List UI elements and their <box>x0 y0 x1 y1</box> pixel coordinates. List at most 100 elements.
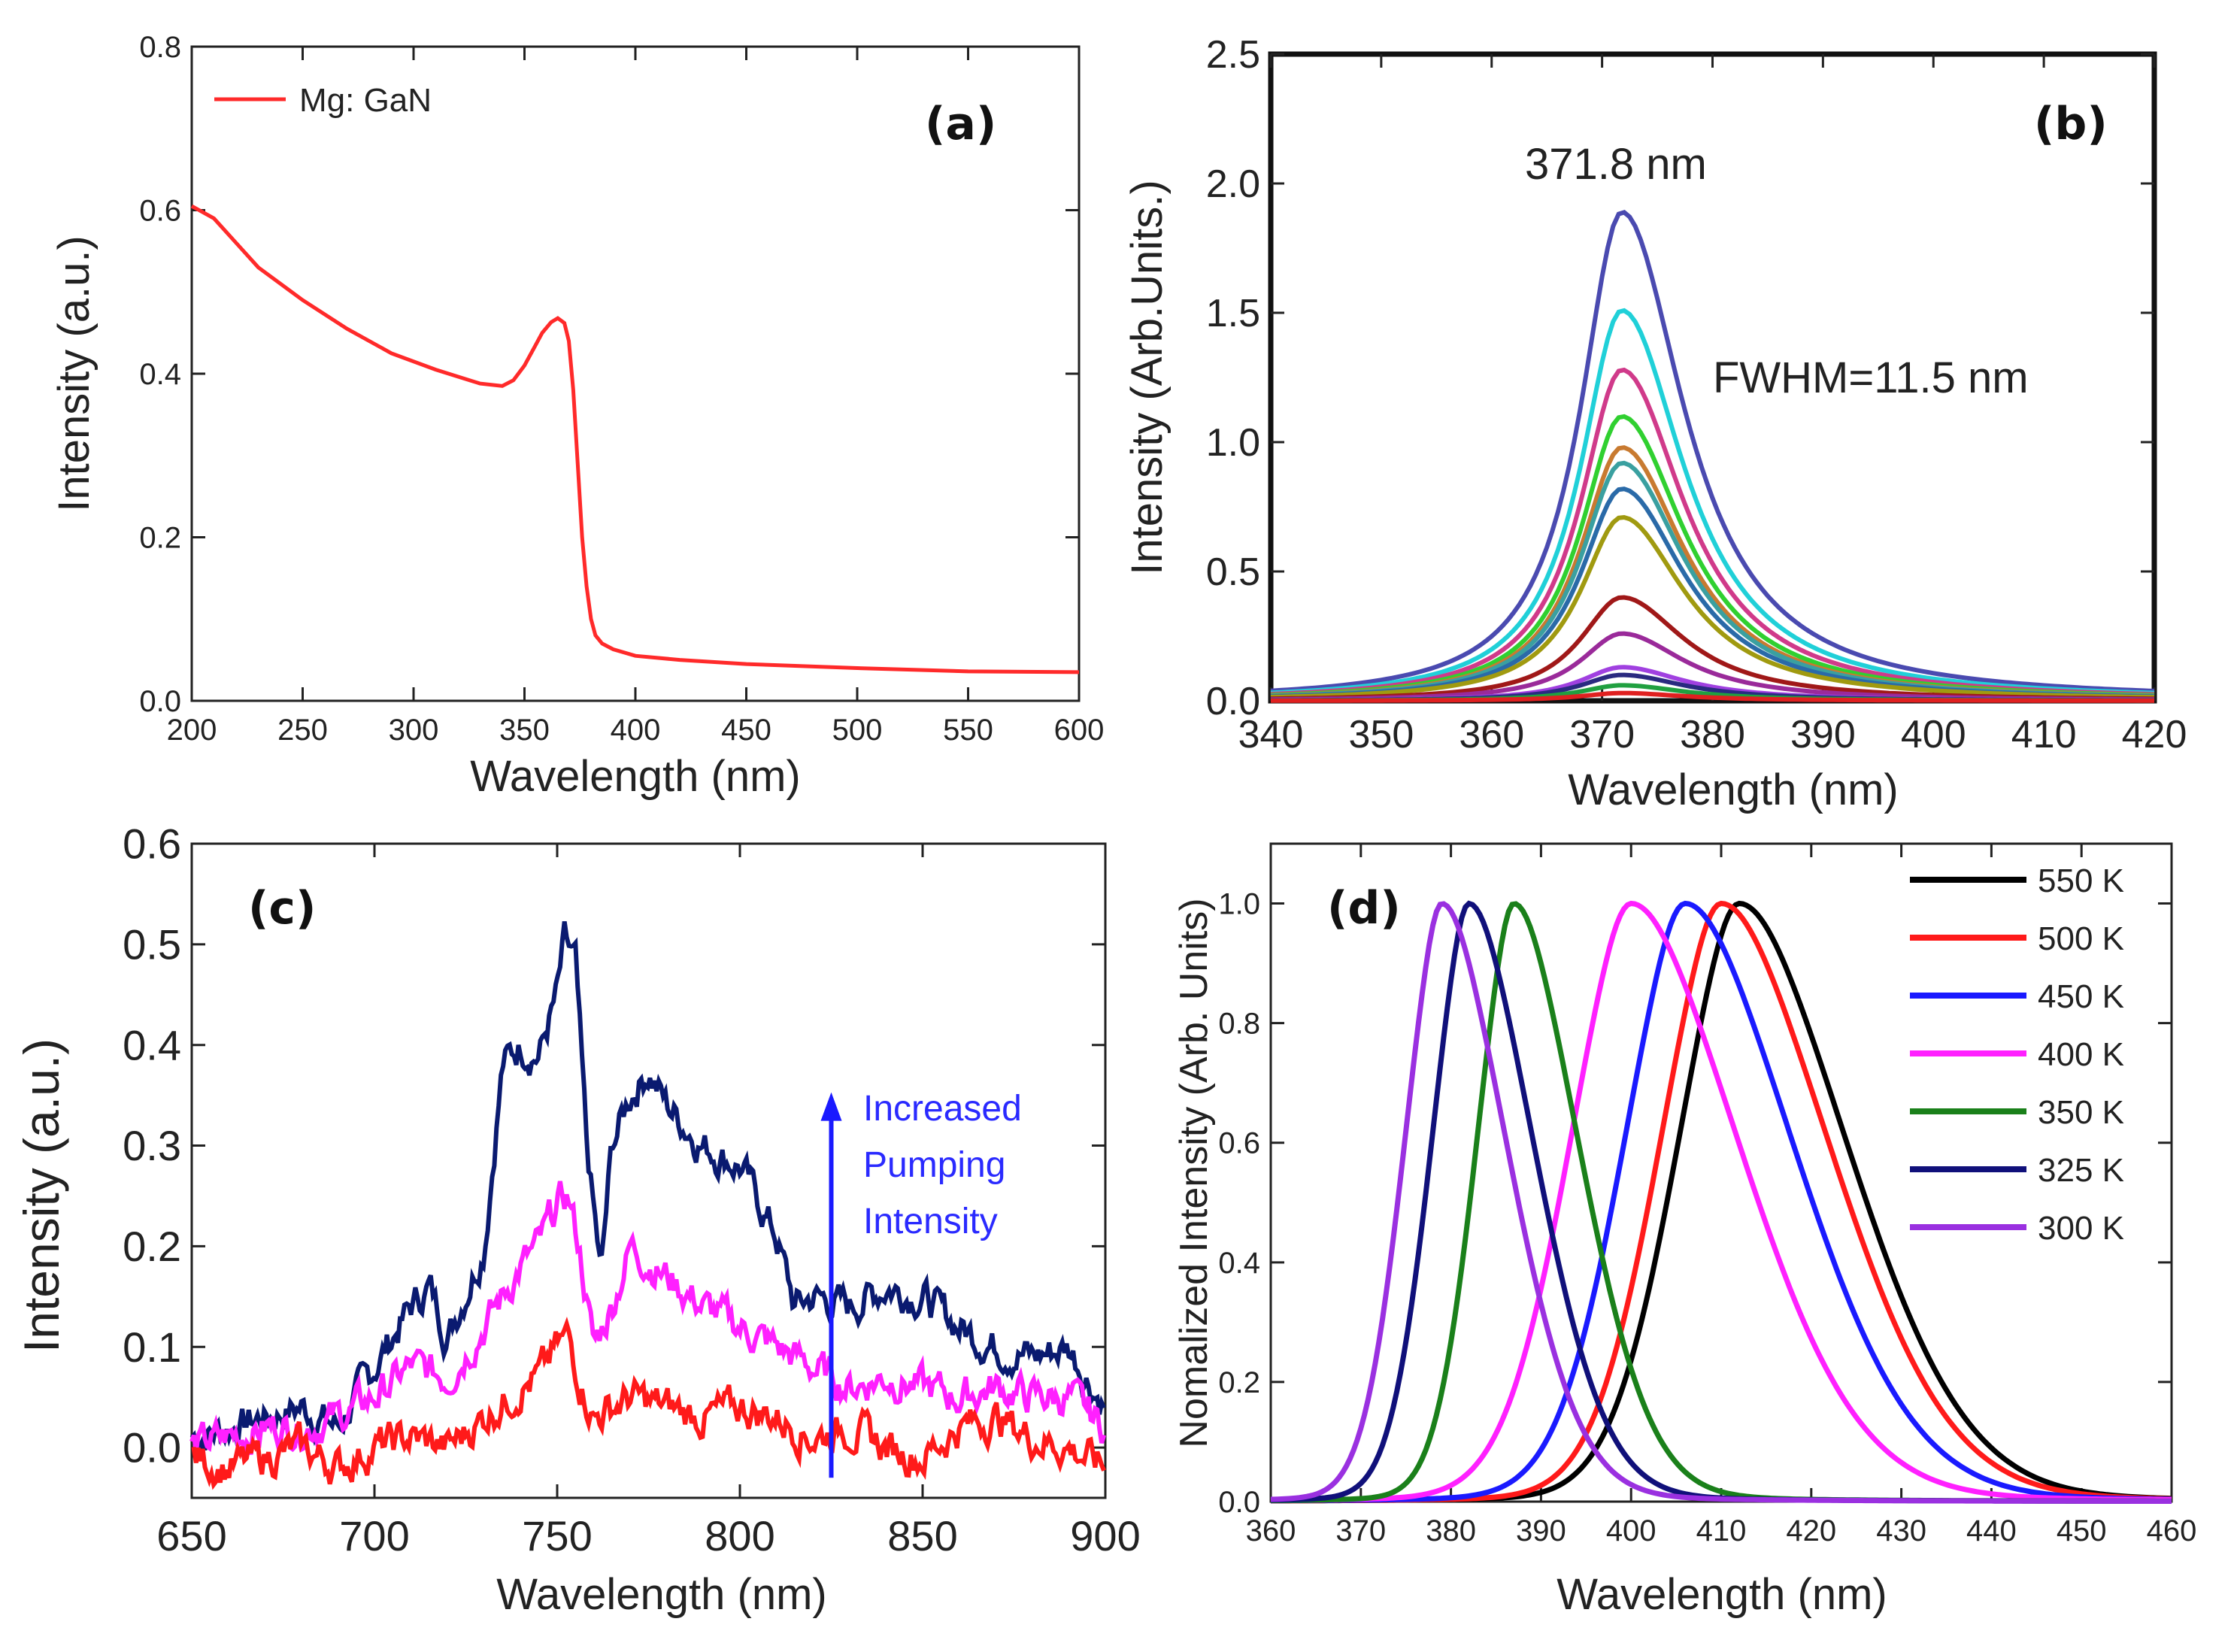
panel-a-xtick-label: 400 <box>611 714 661 747</box>
panel-c-xtick-label: 850 <box>887 1512 957 1560</box>
panel-b-xtick-label: 400 <box>1901 713 1966 756</box>
panel-b-ytick-label: 1.5 <box>1206 292 1260 335</box>
panel-d-legend-label: 500 K <box>2038 920 2124 957</box>
panel-c-series-lines <box>189 921 1106 1490</box>
panel-d-series-lines <box>1270 900 2172 1504</box>
panel-d-xtick-label: 380 <box>1426 1514 1476 1547</box>
panel-b-xtick-label: 340 <box>1238 713 1304 756</box>
panel-b-series-line <box>1270 414 2155 698</box>
panel-d-ytick-label: 0.8 <box>1218 1008 1260 1041</box>
panel-d-xtick-label: 400 <box>1606 1514 1657 1547</box>
panel-a-ytick-label: 0.2 <box>139 522 181 555</box>
panel-c-ytick-label: 0.3 <box>123 1122 181 1169</box>
panel-d-label: (d) <box>1327 882 1401 935</box>
panel-a-ytick-label: 0.6 <box>139 195 181 228</box>
panel-d-xtick-label: 460 <box>2147 1514 2197 1547</box>
panel-b-peak-annotation: 371.8 nm <box>1525 140 1707 189</box>
panel-c-annotation-line-2: Pumping <box>863 1145 1005 1185</box>
panel-d-xtick-label: 360 <box>1246 1514 1296 1547</box>
panel-c-ticks: 650 700 750 800 850 900 0.0 0.1 0.2 0.3 0.4 0.5 0.6 <box>123 820 1141 1560</box>
panel-d-xtick-label: 420 <box>1786 1514 1836 1547</box>
panel-d-ytick-label: 0.4 <box>1218 1247 1260 1280</box>
panel-d-legend-label: 450 K <box>2038 978 2124 1015</box>
panel-d-xtick-label: 370 <box>1335 1514 1386 1547</box>
panel-d-series-line <box>1270 900 2172 1504</box>
panel-d-series-line <box>1271 901 2172 1504</box>
panel-a-xtick-label: 350 <box>499 714 550 747</box>
panel-c-ytick-label: 0.2 <box>123 1223 181 1270</box>
panel-c-ytick-label: 0.0 <box>123 1424 181 1472</box>
panel-d-series-line <box>1270 901 2172 1504</box>
panel-d-xtick-label: 450 <box>2057 1514 2107 1547</box>
panel-b-fwhm-annotation: FWHM=11.5 nm <box>1713 353 2029 402</box>
panel-a-xtick-label: 200 <box>167 714 217 747</box>
panel-c-xlabel: Wavelength (nm) <box>496 1570 826 1619</box>
panel-a-label: (a) <box>925 98 996 150</box>
panel-d-ytick-label: 0.0 <box>1218 1486 1260 1519</box>
panel-b-xtick-label: 360 <box>1459 713 1524 756</box>
panel-a-legend-label: Mg: GaN <box>299 82 432 119</box>
panel-c-ylabel: Intensity (a.u.) <box>14 1038 69 1353</box>
panel-c-annotation-line-3: Intensity <box>863 1202 998 1241</box>
panel-b-series-line <box>1271 690 2154 703</box>
panel-b-series-line <box>1270 367 2155 697</box>
panel-b-xtick-label: 380 <box>1680 713 1745 756</box>
panel-a-ytick-label: 0.8 <box>139 31 181 64</box>
panel-d-legend-label: 400 K <box>2038 1036 2124 1073</box>
panel-b-ytick-label: 0.0 <box>1206 680 1260 723</box>
panel-b-xlabel: Wavelength (nm) <box>1568 765 1898 814</box>
panel-c-xtick-label: 800 <box>705 1512 774 1560</box>
panel-c-xtick-label: 700 <box>339 1512 409 1560</box>
panel-d-ytick-label: 0.6 <box>1218 1127 1260 1160</box>
panel-d-legend-label: 325 K <box>2038 1152 2124 1189</box>
panel-b-xtick-label: 410 <box>2011 713 2077 756</box>
panel-a-ytick-label: 0.0 <box>139 685 181 718</box>
panel-b-ytick-label: 2.5 <box>1206 33 1260 77</box>
panel-b-series-line <box>1270 514 2155 700</box>
panel-d-series-line <box>1271 900 2172 1504</box>
panel-b-ytick-label: 2.0 <box>1206 162 1260 206</box>
panel-c-xtick-label: 750 <box>522 1512 592 1560</box>
panel-a-ylabel: Intensity (a.u.) <box>50 235 99 511</box>
panel-d-ytick-label: 1.0 <box>1218 888 1260 921</box>
panel-d-xlabel: Wavelength (nm) <box>1556 1570 1887 1619</box>
panel-a-series-line <box>190 204 1080 674</box>
panel-d-series-line <box>1270 900 2172 1504</box>
panel-d-ylabel: Nomalized Intensity (Arb. Units) <box>1172 898 1216 1447</box>
panel-d: 360 370 380 390 400 410 420 430 440 450 460 0.0 0.2 0… <box>1172 842 2197 1619</box>
panel-d-xtick-label: 390 <box>1516 1514 1566 1547</box>
panel-d-legend-label: 550 K <box>2038 862 2124 899</box>
panel-a-xlabel: Wavelength (nm) <box>470 752 800 801</box>
panel-b-series-lines <box>1270 210 2155 703</box>
panel-a-xtick-label: 600 <box>1054 714 1105 747</box>
panel-c-series-line <box>189 1181 1106 1460</box>
panel-c-ytick-label: 0.1 <box>123 1323 181 1371</box>
panel-c-ytick-label: 0.4 <box>123 1021 181 1068</box>
panel-c-xtick-label: 900 <box>1070 1512 1140 1560</box>
panel-b-xtick-label: 370 <box>1569 713 1635 756</box>
panel-b-series-line <box>1270 210 2155 693</box>
panel-c-label: (c) <box>248 882 316 935</box>
panel-b-xtick-label: 420 <box>2122 713 2187 756</box>
panel-d-legend-label: 300 K <box>2038 1210 2124 1247</box>
panel-d-xtick-label: 430 <box>1876 1514 1926 1547</box>
panel-a-xtick-label: 450 <box>721 714 771 747</box>
panel-a-xtick-label: 500 <box>832 714 883 747</box>
panel-c-frame <box>190 842 1107 1499</box>
panel-c-annotation-line-1: Increased <box>863 1089 1022 1129</box>
panel-b-ytick-label: 0.5 <box>1206 550 1260 594</box>
panel-d-series-line <box>1271 900 2172 1503</box>
panel-b-ticks: 340 350 360 370 380 390 400 410 420 0.0 0.5 1.0 1.5 2… <box>1206 33 2187 756</box>
panel-a-xtick-label: 250 <box>277 714 328 747</box>
panel-c-ytick-label: 0.6 <box>123 820 181 868</box>
panel-b-ytick-label: 1.0 <box>1206 421 1260 465</box>
panel-c-arrow-head <box>820 1092 842 1121</box>
panel-b-label: (b) <box>2034 98 2108 150</box>
panel-c-series-line <box>191 1317 1106 1490</box>
panel-d-series-line <box>1270 900 2172 1504</box>
panel-c: 650 700 750 800 850 9000.00.10.20.30.40.50.6 … <box>14 820 1141 1619</box>
panel-d-legend-label: 350 K <box>2038 1094 2124 1131</box>
panel-c-xtick-label: 650 <box>156 1512 226 1560</box>
panel-d-ytick-label: 0.2 <box>1218 1366 1260 1399</box>
